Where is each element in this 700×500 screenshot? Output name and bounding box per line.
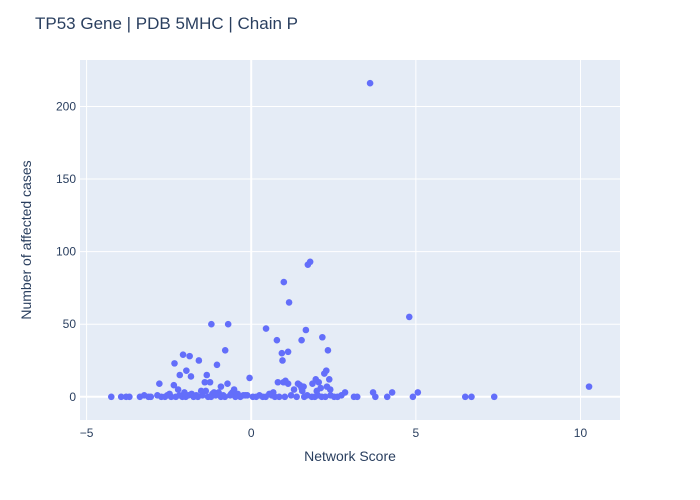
data-point: [324, 347, 332, 354]
data-point: [199, 392, 206, 399]
data-point: [273, 336, 281, 344]
data-point: [319, 333, 326, 341]
y-axis-title: Number of affected cases: [18, 160, 34, 319]
data-point: [468, 393, 475, 401]
data-point: [246, 374, 253, 382]
data-point: [176, 371, 184, 379]
x-tick-label: 10: [574, 426, 588, 440]
data-point: [203, 371, 211, 379]
data-point: [409, 393, 417, 401]
data-point: [213, 361, 221, 369]
data-point: [221, 347, 229, 354]
data-point: [298, 336, 305, 344]
data-point: [195, 357, 203, 364]
data-point: [226, 392, 234, 399]
data-point: [262, 393, 270, 401]
data-point: [274, 378, 282, 386]
data-point: [302, 326, 310, 334]
data-point: [206, 378, 214, 386]
data-point: [309, 380, 316, 388]
data-point: [282, 377, 289, 385]
x-axis-ticks: −5 0 5 10: [80, 426, 588, 440]
data-point: [285, 299, 293, 306]
data-point: [280, 278, 288, 286]
data-point: [224, 380, 231, 388]
data-point: [221, 393, 229, 401]
data-point: [232, 393, 239, 401]
data-point: [383, 393, 391, 401]
data-point: [325, 376, 333, 383]
data-point: [414, 389, 422, 396]
data-point: [278, 349, 286, 357]
data-points: [107, 79, 593, 401]
data-point: [326, 386, 334, 393]
y-tick-label: 200: [56, 99, 76, 113]
data-point: [279, 357, 286, 364]
data-point: [187, 373, 195, 380]
data-point: [201, 378, 209, 386]
data-point: [366, 79, 374, 87]
data-point: [179, 351, 187, 358]
y-tick-label: 100: [56, 245, 76, 259]
plot-area: [80, 60, 620, 420]
y-tick-label: 150: [56, 172, 76, 186]
data-point: [298, 387, 306, 395]
data-point: [490, 393, 498, 401]
data-point: [183, 367, 190, 374]
data-point: [293, 393, 300, 401]
data-point: [185, 392, 192, 399]
data-point: [388, 389, 396, 396]
data-point: [167, 393, 175, 401]
x-tick-label: 0: [248, 426, 255, 440]
data-point: [126, 393, 133, 401]
y-tick-label: 0: [69, 390, 76, 404]
x-axis-title: Network Score: [304, 448, 396, 464]
data-point: [287, 392, 295, 399]
data-point: [461, 393, 469, 401]
data-point: [262, 325, 270, 332]
data-point: [241, 392, 249, 399]
data-point: [208, 320, 215, 328]
x-tick-label: 5: [413, 426, 420, 440]
data-point: [174, 386, 182, 393]
data-point: [294, 380, 302, 388]
data-point: [322, 393, 329, 401]
y-axis-ticks: 0 50 100 150 200: [56, 99, 76, 403]
data-point: [585, 383, 593, 390]
data-point: [405, 313, 413, 321]
data-point: [170, 381, 178, 389]
chart-title: TP53 Gene | PDB 5MHC | Chain P: [35, 14, 298, 33]
data-point: [353, 393, 361, 401]
data-point: [156, 380, 163, 388]
data-point: [107, 393, 115, 401]
data-point: [321, 370, 328, 377]
data-point: [290, 386, 298, 393]
data-point: [186, 352, 193, 360]
data-point: [284, 348, 292, 356]
data-point: [315, 378, 323, 386]
data-point: [372, 393, 379, 401]
data-point: [171, 360, 178, 367]
x-tick-label: −5: [80, 426, 94, 440]
data-point: [304, 261, 312, 268]
data-point: [281, 393, 289, 401]
y-tick-label: 50: [63, 317, 77, 331]
data-point: [275, 393, 283, 401]
data-point: [147, 393, 155, 401]
data-point: [217, 383, 225, 390]
data-point: [341, 389, 349, 396]
data-point: [224, 320, 232, 328]
data-point: [117, 393, 125, 401]
data-point: [212, 392, 219, 399]
